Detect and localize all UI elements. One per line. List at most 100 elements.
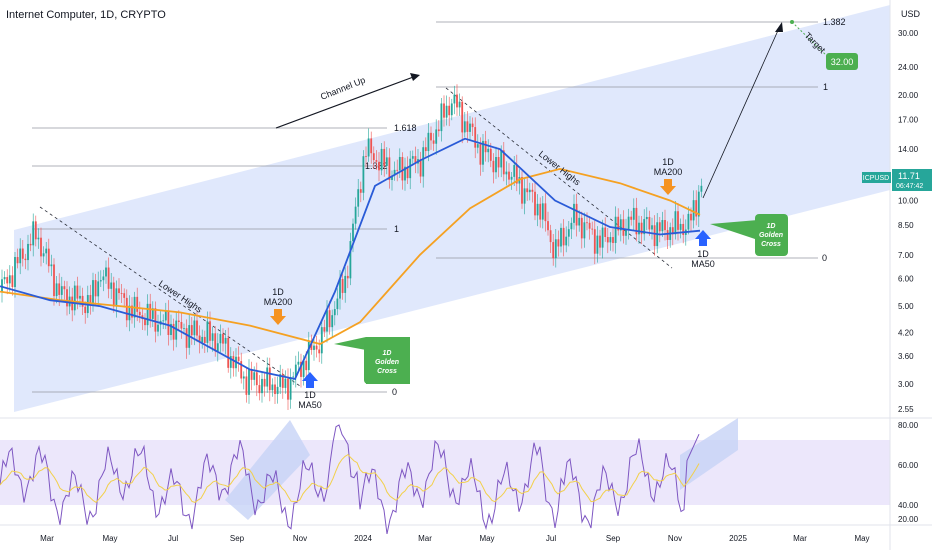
price-tick-label: 4.20 bbox=[898, 329, 914, 338]
price-tag-symbol-text: ICPUSD bbox=[863, 175, 889, 182]
candle-body bbox=[687, 213, 690, 230]
candle-body bbox=[461, 101, 464, 133]
price-tick-label: 7.00 bbox=[898, 251, 914, 260]
candle-body bbox=[565, 236, 568, 246]
candle-body bbox=[271, 384, 274, 391]
candle-body bbox=[388, 157, 391, 180]
candle-body bbox=[406, 166, 409, 179]
golden-cross-text-2b: Golden bbox=[759, 232, 783, 239]
candle-body bbox=[144, 319, 146, 326]
candle-body bbox=[695, 200, 698, 217]
candle-body bbox=[196, 320, 198, 336]
candle-body bbox=[372, 153, 375, 161]
candle-body bbox=[531, 189, 534, 192]
currency-label[interactable]: USD bbox=[901, 9, 921, 19]
candle-body bbox=[248, 369, 250, 395]
candle-body bbox=[651, 225, 653, 230]
blue-arrow-icon-1 bbox=[302, 372, 318, 388]
candle-body bbox=[526, 188, 529, 193]
time-axis[interactable]: Mar May Jul Sep Nov 2024 Mar May Jul Sep Nov 2025 Ma… bbox=[40, 534, 869, 543]
candle-body bbox=[60, 286, 63, 295]
candle-body bbox=[237, 356, 240, 362]
candle-body bbox=[697, 191, 700, 217]
time-tick-label: Nov bbox=[293, 534, 307, 543]
candle-body bbox=[541, 203, 544, 220]
candle-body bbox=[557, 239, 560, 247]
lower-highs-trendline-2 bbox=[445, 87, 673, 269]
ma50-label-1a: 1D bbox=[304, 390, 316, 400]
candle-body bbox=[198, 335, 201, 343]
candle-body bbox=[216, 343, 219, 352]
candle-body bbox=[92, 280, 94, 304]
candle-body bbox=[612, 237, 614, 243]
candle-body bbox=[604, 227, 607, 237]
ma50-line bbox=[0, 137, 701, 381]
target-line bbox=[791, 21, 829, 58]
candle-body bbox=[648, 216, 651, 230]
candle-body bbox=[359, 189, 362, 193]
candle-body bbox=[289, 377, 292, 400]
candle-body bbox=[292, 376, 295, 378]
candle-body bbox=[255, 372, 258, 386]
price-tag-countdown: 06:47:42 bbox=[896, 183, 923, 190]
candle-body bbox=[573, 203, 575, 223]
candle-body bbox=[42, 253, 45, 257]
candles bbox=[1, 84, 703, 410]
candle-body bbox=[671, 227, 674, 235]
candle-body bbox=[232, 356, 235, 369]
candle-body bbox=[432, 140, 435, 144]
time-tick-label: May bbox=[854, 534, 869, 543]
candle-body bbox=[554, 239, 557, 259]
golden-cross-text-1a: 1D bbox=[383, 350, 392, 357]
candle-body bbox=[357, 189, 360, 207]
time-tick-label: Mar bbox=[793, 534, 807, 543]
price-tick-label: 10.00 bbox=[898, 196, 919, 205]
candle-body bbox=[84, 306, 87, 314]
fib-label-1382-right: 1.382 bbox=[823, 17, 846, 27]
candle-body bbox=[567, 229, 570, 237]
rsi-tick-label: 20.00 bbox=[898, 515, 919, 524]
candle-body bbox=[544, 203, 547, 222]
rsi-line bbox=[0, 424, 700, 535]
candle-body bbox=[45, 248, 48, 254]
candle-body bbox=[323, 327, 326, 332]
price-tick-label: 30.00 bbox=[898, 29, 919, 38]
time-tick-label: May bbox=[479, 534, 494, 543]
candle-body bbox=[510, 176, 513, 180]
candle-body bbox=[11, 275, 14, 288]
candle-body bbox=[614, 216, 617, 243]
candle-body bbox=[123, 293, 126, 298]
candle-body bbox=[638, 222, 640, 235]
price-axis[interactable]: 30.0024.0020.0017.0014.0012.0010.008.507… bbox=[898, 29, 919, 414]
candle-body bbox=[79, 295, 81, 299]
rsi-axis[interactable]: 80.00 60.00 40.00 20.00 bbox=[898, 421, 919, 524]
candle-body bbox=[591, 228, 594, 230]
candle-body bbox=[261, 378, 263, 394]
candle-body bbox=[422, 147, 425, 177]
candle-body bbox=[435, 129, 438, 144]
candle-body bbox=[206, 321, 209, 343]
projection-arrow bbox=[702, 25, 781, 199]
candle-body bbox=[136, 296, 139, 312]
candle-body bbox=[110, 282, 113, 289]
candle-body bbox=[149, 303, 152, 319]
candle-body bbox=[157, 324, 159, 332]
candle-body bbox=[588, 222, 591, 229]
candle-body bbox=[609, 237, 612, 243]
candle-body bbox=[333, 309, 336, 316]
candle-body bbox=[224, 337, 227, 344]
candle-body bbox=[528, 189, 531, 193]
candle-body bbox=[479, 144, 482, 165]
candle-body bbox=[89, 295, 92, 304]
candle-body bbox=[682, 223, 685, 235]
fib-label-0-left: 0 bbox=[392, 387, 397, 397]
candle-body bbox=[456, 94, 458, 108]
candle-body bbox=[107, 267, 110, 289]
candle-body bbox=[385, 157, 388, 166]
candle-body bbox=[180, 322, 183, 329]
candle-body bbox=[313, 345, 315, 350]
candle-body bbox=[6, 277, 9, 284]
candle-body bbox=[640, 222, 643, 235]
candle-body bbox=[534, 191, 536, 216]
